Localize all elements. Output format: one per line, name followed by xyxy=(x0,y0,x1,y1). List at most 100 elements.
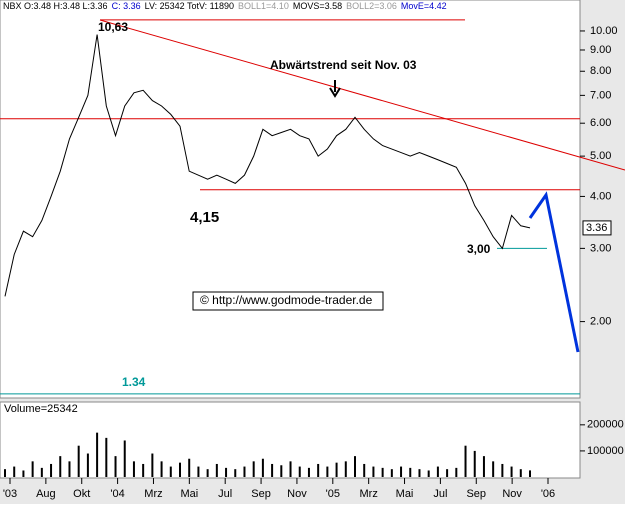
x-tick-label: Mrz xyxy=(360,488,378,500)
annotation: Abwärtstrend seit Nov. 03 xyxy=(270,58,417,72)
volume-bar xyxy=(4,469,6,477)
volume-bar xyxy=(298,466,301,477)
volume-bar xyxy=(234,469,237,477)
projection xyxy=(528,191,580,353)
volume-bar xyxy=(363,463,366,477)
x-tick-label: Nov xyxy=(502,488,522,500)
volume-bar xyxy=(501,463,504,477)
volume-bar xyxy=(455,467,458,477)
header-item: NBX O:3.48 H:3.48 L:3.36 xyxy=(3,1,108,11)
x-tick-label: '03 xyxy=(3,488,17,500)
volume-bar xyxy=(215,463,218,477)
current-box xyxy=(582,220,612,236)
volume-bar xyxy=(50,463,53,477)
volume-bar xyxy=(179,462,181,477)
volume-bar xyxy=(289,461,292,477)
price-line xyxy=(4,34,531,297)
header-item: C: 3.36 xyxy=(112,1,141,11)
volume-bar xyxy=(13,466,16,477)
volume-bar xyxy=(446,469,449,477)
volume-bar xyxy=(59,456,62,477)
volume-bar xyxy=(519,469,522,477)
volume-bar xyxy=(114,456,117,477)
volume-bar xyxy=(252,461,255,477)
x-tick-label: Jul xyxy=(433,488,447,500)
volume-bar xyxy=(206,469,209,477)
header-item: BOLL2=3.06 xyxy=(346,1,397,11)
y-tick-label: 9.00 xyxy=(590,44,611,56)
annotation: 10,63 xyxy=(98,20,128,34)
current-label: 3.36 xyxy=(586,222,607,234)
volume-bar xyxy=(427,470,430,477)
y-tick-label: 100000 xyxy=(587,445,624,457)
x-tick-label: '05 xyxy=(326,488,340,500)
arrow xyxy=(329,80,341,98)
y-tick-label: 3.00 xyxy=(590,242,611,254)
copyright-box xyxy=(192,291,384,311)
volume-bar xyxy=(307,467,310,477)
volume-bar xyxy=(510,466,513,477)
volume-bar xyxy=(473,450,476,477)
x-tick-label: Mai xyxy=(396,488,414,500)
volume-bar xyxy=(418,469,421,477)
volume-bar xyxy=(77,445,80,477)
volume-bar xyxy=(409,467,412,477)
x-tick-label: Jul xyxy=(218,488,232,500)
volume-bar xyxy=(31,461,34,477)
x-tick-label: '04 xyxy=(110,488,124,500)
x-tick-label: Okt xyxy=(73,488,90,500)
volume-bar xyxy=(123,440,126,477)
volume-bar xyxy=(482,456,485,477)
volume-bar xyxy=(132,461,135,477)
header-item: MovE=4.42 xyxy=(401,1,447,11)
x-tick-label: Sep xyxy=(251,488,271,500)
volume-bar xyxy=(105,437,108,477)
volume-bar xyxy=(40,467,43,477)
y-tick-label: 2.00 xyxy=(590,315,611,327)
y-tick-label: 4.00 xyxy=(590,190,611,202)
volume-bar xyxy=(243,466,246,477)
price-panel xyxy=(0,0,581,399)
annotation: 3,00 xyxy=(467,242,491,256)
annotation: 1.34 xyxy=(122,375,146,389)
header-item: BOLL1=4.10 xyxy=(238,1,289,11)
volume-title: Volume=25342 xyxy=(4,403,78,415)
header-item: LV: 25342 TotV: 11890 xyxy=(145,1,234,11)
volume-bar xyxy=(326,466,329,477)
volume-bar xyxy=(22,470,25,477)
volume-bar xyxy=(188,458,191,477)
volume-bar xyxy=(464,445,467,477)
y-tick-label: 8.00 xyxy=(590,65,611,77)
x-tick-label: Nov xyxy=(287,488,307,500)
y-tick-label: 10.00 xyxy=(590,25,618,37)
volume-bar xyxy=(317,463,320,477)
header: NBX O:3.48 H:3.48 L:3.36 C: 3.36 LV: 25342… xyxy=(3,1,447,11)
annotation: © http://www.godmode-trader.de xyxy=(200,293,373,307)
volume-bar xyxy=(280,465,283,477)
volume-bar xyxy=(372,466,375,477)
volume-bar xyxy=(68,461,71,477)
volume-bar xyxy=(354,456,356,477)
volume-bar xyxy=(335,462,338,477)
volume-bar xyxy=(261,458,264,477)
volume-bar xyxy=(381,467,384,477)
volume-bar xyxy=(529,470,531,477)
volume-bar xyxy=(400,466,403,477)
volume-bar xyxy=(344,461,347,477)
volume-bar xyxy=(160,461,163,477)
volume-bar xyxy=(492,461,495,477)
y-tick-label: 200000 xyxy=(587,419,624,431)
y-tick-label: 6.00 xyxy=(590,117,611,129)
x-tick-label: Aug xyxy=(36,488,56,500)
x-tick-label: Mai xyxy=(180,488,198,500)
volume-bar xyxy=(86,453,89,477)
y-tick-label: 7.00 xyxy=(590,89,611,101)
volume-bar xyxy=(151,453,154,477)
volume-bar xyxy=(96,432,99,477)
volume-bar xyxy=(225,467,228,477)
trend-line xyxy=(99,19,625,171)
volume-bar xyxy=(271,463,274,477)
header-item: MOVS=3.58 xyxy=(293,1,342,11)
volume-bar xyxy=(169,466,172,477)
